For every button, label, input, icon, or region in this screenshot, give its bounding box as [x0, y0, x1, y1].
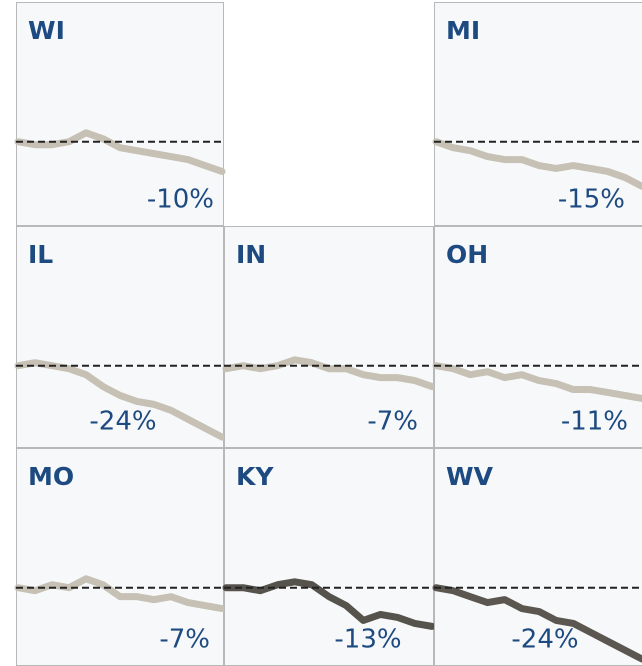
cell: [224, 226, 434, 448]
trend-line: [432, 584, 642, 663]
change-label: -7%: [367, 407, 418, 437]
change-label: -10%: [147, 185, 214, 215]
change-label: -24%: [89, 407, 156, 437]
cell: [16, 2, 224, 226]
state-label: IL: [28, 240, 53, 269]
change-label: -24%: [511, 625, 578, 655]
cell: [434, 226, 642, 448]
cell: [224, 448, 434, 666]
trend-line: [222, 356, 436, 391]
state-label: IN: [236, 240, 266, 269]
state-label: OH: [446, 240, 488, 269]
trend-line: [14, 575, 226, 613]
change-label: -13%: [334, 625, 401, 655]
state-label: MO: [28, 462, 74, 491]
cell: [16, 448, 224, 666]
change-label: -15%: [558, 185, 625, 215]
state-label: WV: [446, 462, 494, 491]
cell: [434, 448, 642, 666]
trend-line: [222, 578, 436, 630]
cell: [434, 2, 642, 226]
cell: [16, 226, 224, 448]
change-label: -7%: [159, 625, 210, 655]
state-label: KY: [236, 462, 274, 491]
state-label: MI: [446, 16, 480, 45]
trend-line: [432, 362, 642, 402]
trend-line: [432, 138, 642, 190]
change-label: -11%: [561, 407, 628, 437]
trend-line: [14, 129, 226, 175]
state-label: WI: [28, 16, 65, 45]
